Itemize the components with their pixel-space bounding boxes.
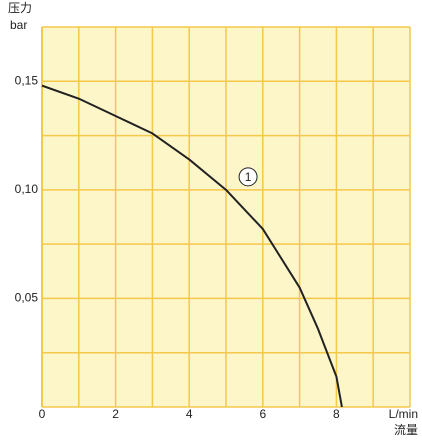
x-tick-label: 6: [259, 407, 266, 421]
y-tick-label: 0,10: [15, 182, 39, 196]
x-tick-label: 8: [333, 407, 340, 421]
y-tick-label: 0,05: [15, 291, 39, 305]
y-tick-label: 0,15: [15, 73, 39, 87]
y-axis-unit: bar: [10, 18, 27, 32]
x-tick-label: 2: [112, 407, 119, 421]
annotation: 1: [245, 170, 252, 184]
x-axis-unit: L/min: [389, 407, 418, 421]
y-axis-label: 压力: [8, 1, 32, 15]
annotation-circle: [238, 167, 258, 187]
x-tick-label: 4: [186, 407, 193, 421]
curve: [41, 84, 343, 408]
x-axis-label: 流量: [394, 423, 418, 437]
x-tick-label: 0: [39, 407, 46, 421]
